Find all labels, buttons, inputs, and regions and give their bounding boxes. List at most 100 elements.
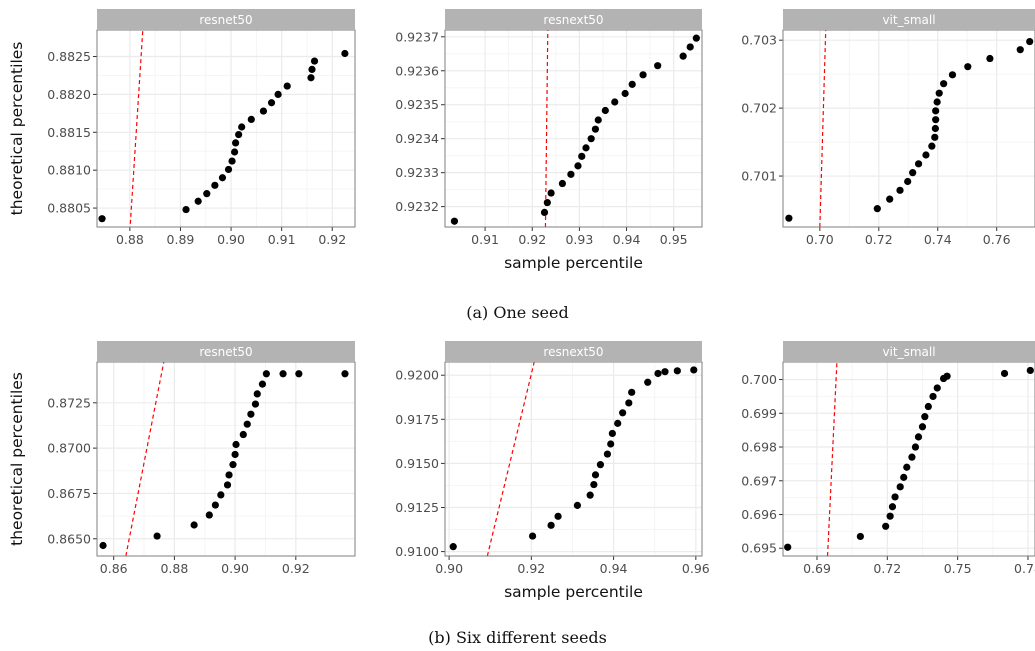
facet-panel-vit_small-one-seed: 0.70 0.72 0.74 0.76 0.701 0.702 0.703 vit_small [741,9,1035,247]
data-point [98,215,106,223]
data-point [1026,366,1034,375]
x-tick-label: 0.72 [865,232,893,247]
data-point [267,99,276,107]
data-point [591,471,600,479]
facet-strip [445,9,702,30]
data-point [873,205,881,213]
data-point [307,74,315,82]
data-point [153,532,161,540]
data-point [929,392,937,401]
y-tick-label: 0.8820 [47,87,91,102]
data-point [591,125,600,133]
y-tick-label: 0.701 [741,169,777,184]
y-tick-label: 0.700 [741,372,777,387]
data-point [621,89,629,98]
x-tick-label: 0.88 [160,561,188,576]
data-point [590,480,598,489]
data-point [943,372,951,380]
data-point [231,148,239,156]
facet-strip [783,341,1035,362]
data-point [918,423,927,431]
data-point [274,90,282,99]
x-tick-label: 0.92 [282,561,310,576]
data-point [262,370,270,378]
y-tick-label: 0.9175 [395,412,439,427]
data-point [225,471,233,479]
data-point [243,420,251,428]
y-tick-label: 0.9125 [395,500,439,515]
facet-panel-vit_small-six-seeds: 0.69 0.72 0.75 0.78 0.695 0.696 0.697 0.698 0.69… [741,341,1035,576]
y-tick-label: 0.696 [741,507,777,522]
y-tick-label: 0.9235 [395,97,439,112]
data-point [543,198,551,207]
facet-strip-label: resnet50 [199,13,252,27]
facet-panel-resnet50-one-seed: 0.88 0.89 0.90 0.91 0.92 0.8805 0.8810 0.8815 0.… [47,9,356,247]
data-point [295,370,303,378]
y-tick-label: 0.8825 [47,49,91,64]
x-tick-label: 0.78 [1014,561,1035,576]
data-point [673,367,681,375]
y-tick-label: 0.8725 [47,395,91,410]
data-point [928,142,936,150]
data-point [573,501,582,509]
facet-panel-resnext50-six-seeds: 0.90 0.92 0.94 0.96 0.9100 0.9125 0.9150 0.9175… [395,341,710,601]
data-point [341,49,349,58]
facet-strip-label: resnext50 [543,13,603,27]
data-point [922,151,930,159]
data-point [547,189,555,197]
data-point [614,419,622,427]
data-point [231,450,239,459]
x-tick-label: 0.92 [318,232,346,247]
data-point [661,368,669,376]
data-point [896,483,904,491]
data-point [882,522,890,530]
x-tick-label: 0.92 [517,561,545,576]
data-point [608,429,616,438]
data-point [603,450,612,458]
reference-line [819,30,827,227]
y-tick-label: 0.9234 [395,131,439,146]
x-tick-label: 0.88 [116,232,144,247]
x-tick-label: 0.86 [100,561,128,576]
data-point [341,370,349,378]
data-point [908,453,916,461]
data-point [211,181,219,189]
data-point [909,169,917,177]
facet-strip-label: resnext50 [543,345,603,359]
facet-strip-label: vit_small [882,13,935,27]
data-point [628,388,636,396]
data-point [931,124,939,133]
reference-line [129,30,144,227]
data-point [217,491,225,499]
data-point [586,491,594,499]
data-point [594,116,602,124]
x-tick-label: 0.72 [873,561,901,576]
data-point [205,511,213,519]
data-point [228,157,236,165]
data-point [904,177,912,186]
data-point [218,174,227,182]
x-tick-label: 0.75 [944,561,972,576]
data-point [239,430,247,439]
reference-line [486,362,535,556]
facet-strip [783,9,1035,30]
data-point [690,366,698,374]
data-point [654,369,662,378]
y-tick-label: 0.699 [741,406,777,421]
data-point [891,493,899,501]
x-tick-label: 0.69 [803,561,831,576]
data-point [224,165,233,174]
data-point [933,98,941,106]
x-tick-label: 0.95 [660,232,688,247]
data-point [308,65,316,73]
data-point [644,378,652,386]
data-point [182,205,190,214]
x-tick-label: 0.94 [600,561,628,576]
y-tick-label: 0.8815 [47,125,91,140]
data-point [948,71,957,79]
data-point [547,521,555,529]
x-axis-title: sample percentile [504,583,643,601]
x-tick-label: 0.74 [924,232,952,247]
x-tick-label: 0.91 [268,232,296,247]
data-point [785,214,793,222]
